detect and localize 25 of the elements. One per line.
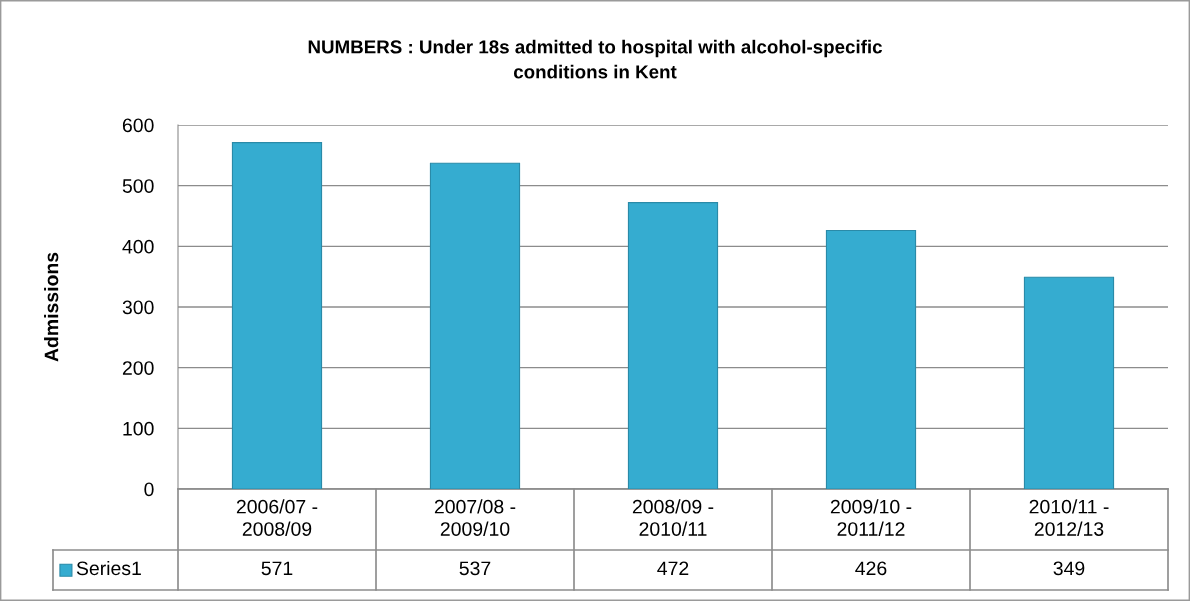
legend-label: Series1 xyxy=(76,560,141,576)
bar xyxy=(627,202,719,489)
bar xyxy=(1023,276,1115,489)
x-tick-label: 2010/11 - 2012/13 xyxy=(1029,499,1109,536)
y-tick-label: 100 xyxy=(123,421,154,436)
x-tick-label: 2006/07 - 2008/09 xyxy=(236,499,318,536)
data-label: 472 xyxy=(657,561,689,576)
y-tick-label: 500 xyxy=(122,179,154,193)
x-tick-label: 2008/09 - 2010/11 xyxy=(632,499,714,536)
y-tick-label: 200 xyxy=(122,361,154,375)
y-tick-label: 300 xyxy=(122,300,154,315)
x-tick-label: 2009/10 - 2011/12 xyxy=(830,499,912,536)
y-tick-label: 400 xyxy=(122,239,154,254)
data-label: 571 xyxy=(261,561,293,576)
data-label: 349 xyxy=(1053,561,1085,576)
y-tick-label: 600 xyxy=(122,118,154,133)
bar xyxy=(429,162,521,489)
data-label: 426 xyxy=(855,561,887,576)
y-tick-label: 0 xyxy=(144,482,154,497)
x-tick-label: 2007/08 - 2009/10 xyxy=(434,499,516,536)
chart-title: NUMBERS : Under 18s admitted to hospital with alcohol-specific conditions in Kent xyxy=(308,39,882,79)
bar xyxy=(825,230,917,489)
data-label: 537 xyxy=(459,561,491,576)
y-axis-title: Admissions xyxy=(44,252,59,362)
bar xyxy=(231,142,323,489)
